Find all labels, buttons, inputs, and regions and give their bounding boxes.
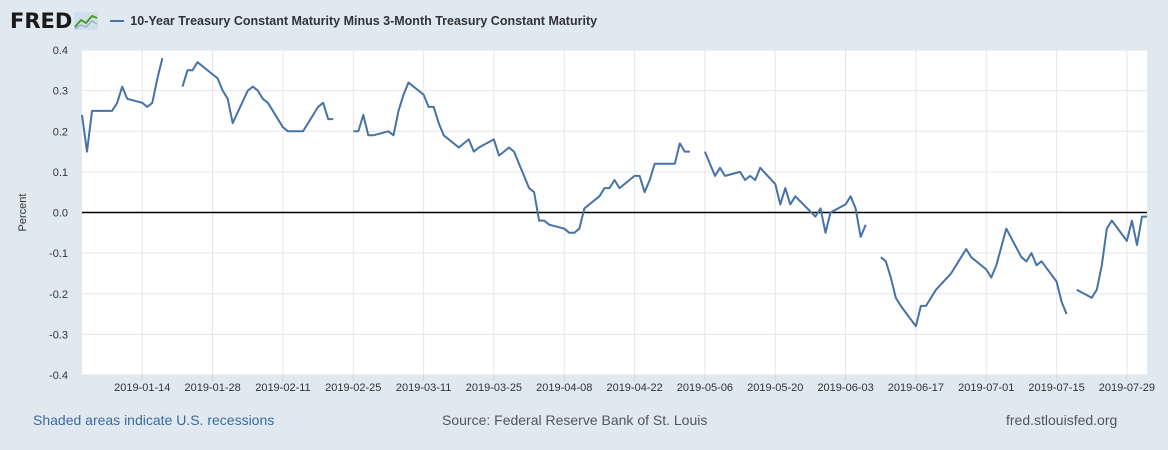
site-link[interactable]: fred.stlouisfed.org [1006, 412, 1118, 428]
x-tick-label: 2019-05-06 [677, 382, 733, 394]
series-line-segment [81, 57, 164, 153]
x-tick-label: 2019-06-17 [888, 382, 944, 394]
y-tick-label: -0.4 [49, 370, 68, 382]
y-tick-label: 0.3 [53, 86, 68, 98]
x-tick-label: 2019-05-20 [747, 382, 803, 394]
y-tick-label: -0.1 [49, 248, 68, 260]
series-line-segment [880, 227, 1068, 328]
series-line-segment [353, 81, 690, 234]
fred-logo[interactable]: FRED [10, 9, 99, 33]
y-tick-label: 0.1 [53, 167, 68, 179]
y-tick-label: -0.3 [49, 329, 68, 341]
line-chart-icon [74, 12, 99, 30]
source-text: Source: Federal Reserve Bank of St. Loui… [442, 412, 708, 428]
x-tick-label: 2019-01-14 [114, 382, 170, 394]
y-axis-label: Percent [17, 194, 29, 232]
series-line-segment [181, 61, 334, 133]
chart-legend: 10-Year Treasury Constant Maturity Minus… [110, 14, 597, 28]
series-line-segment [703, 151, 867, 238]
x-tick-label: 2019-04-08 [536, 382, 592, 394]
x-tick-label: 2019-04-22 [606, 382, 662, 394]
x-tick-label: 2019-02-11 [255, 382, 310, 394]
recession-note-link[interactable]: Shaded areas indicate U.S. recessions [33, 412, 275, 428]
legend-line-swatch [110, 20, 125, 22]
x-tick-label: 2019-01-28 [184, 382, 240, 394]
series-line-segment [1076, 215, 1147, 299]
x-tick-label: 2019-07-29 [1099, 382, 1155, 394]
y-tick-label: -0.2 [49, 289, 68, 301]
x-tick-label: 2019-06-03 [817, 382, 873, 394]
legend-series-title: 10-Year Treasury Constant Maturity Minus… [130, 14, 598, 28]
fred-logo-text: FRED [10, 9, 73, 33]
x-tick-label: 2019-02-25 [325, 382, 381, 394]
x-tick-label: 2019-03-11 [396, 382, 451, 394]
x-tick-label: 2019-07-15 [1028, 382, 1084, 394]
chart-header: FRED 10-Year Treasury Constant Maturity … [10, 6, 597, 36]
y-tick-label: 0.2 [53, 126, 68, 138]
y-tick-label: 0.4 [53, 45, 68, 57]
x-tick-label: 2019-03-25 [466, 382, 522, 394]
y-tick-label: 0.0 [53, 208, 68, 220]
x-tick-label: 2019-07-01 [958, 382, 1014, 394]
